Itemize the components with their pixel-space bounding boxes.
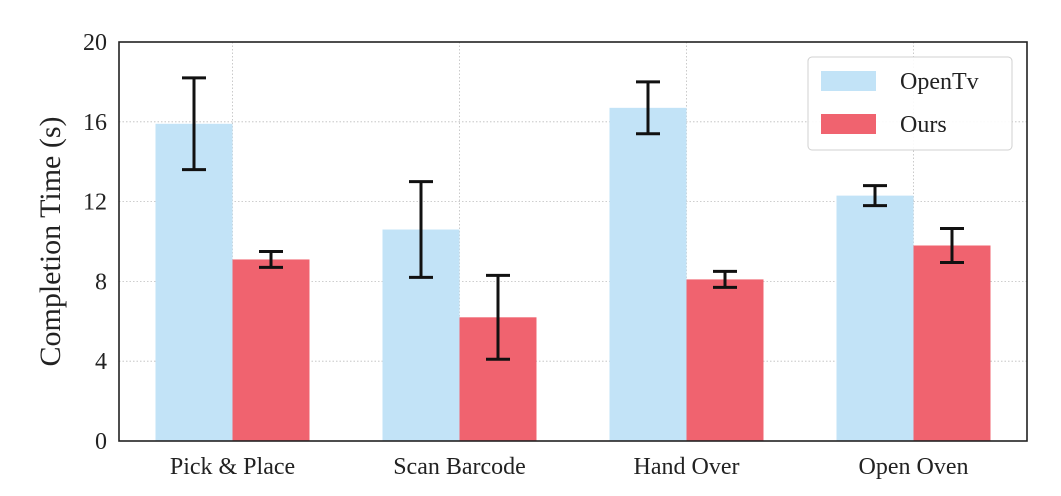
x-axis-ticks: Pick & Place Scan Barcode Hand Over Open Ov…	[170, 454, 969, 480]
plot-frame	[118, 41, 1028, 442]
bar-ours	[913, 245, 991, 441]
bar-opentv	[155, 123, 233, 442]
y-tick-label: 16	[83, 110, 107, 136]
legend-label-ours: Ours	[900, 112, 947, 138]
legend: OpenTv Ours	[807, 56, 1013, 151]
y-tick-label: 8	[95, 269, 107, 295]
bar-opentv	[836, 195, 914, 441]
y-tick-label: 12	[83, 190, 107, 216]
x-tick-label: Scan Barcode	[393, 454, 526, 480]
bar-ours	[686, 279, 764, 441]
bar-opentv	[609, 107, 687, 442]
y-tick-label: 4	[95, 349, 107, 375]
x-tick-label: Open Oven	[859, 454, 969, 480]
y-tick-label: 0	[95, 429, 107, 455]
error-bars	[182, 76, 964, 361]
x-tick-label: Hand Over	[634, 454, 740, 480]
bars	[155, 107, 991, 442]
y-axis-label: Completion Time (s)	[34, 116, 67, 366]
y-axis-ticks: 0 4 8 12 16 20	[83, 30, 107, 455]
x-tick-label: Pick & Place	[170, 454, 295, 480]
legend-swatch-ours	[821, 114, 876, 134]
bar-ours	[232, 259, 310, 441]
y-tick-label: 20	[83, 30, 107, 56]
legend-label-opentv: OpenTv	[900, 69, 979, 95]
legend-swatch-opentv	[821, 71, 876, 91]
